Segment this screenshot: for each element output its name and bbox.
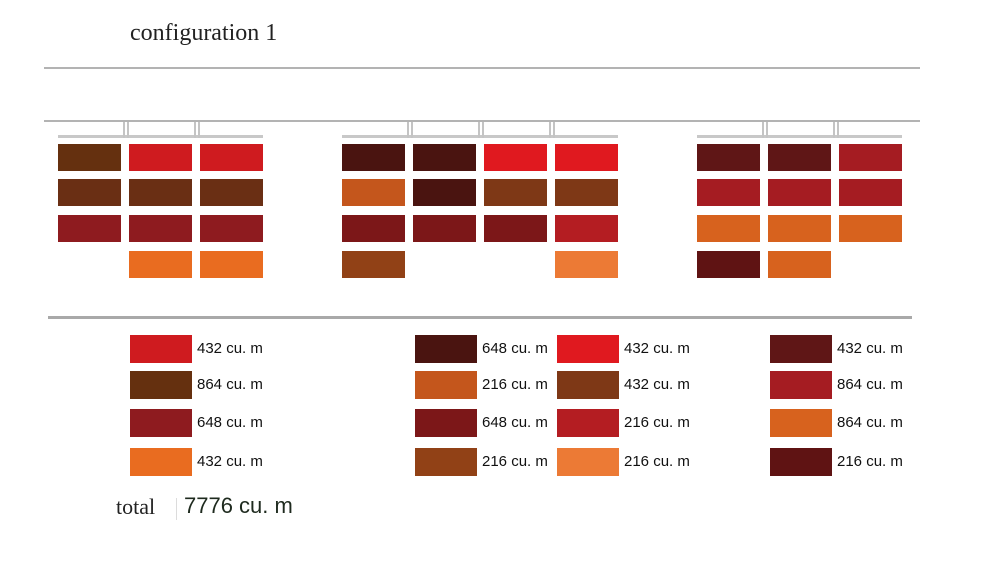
legend-swatch (557, 409, 619, 437)
legend-swatch (557, 371, 619, 399)
storage-block (768, 251, 831, 278)
storage-block (768, 144, 831, 171)
rack-post (478, 122, 484, 138)
storage-block (839, 144, 902, 171)
legend-label: 648 cu. m (197, 414, 263, 431)
legend-swatch (770, 335, 832, 363)
legend-label: 216 cu. m (837, 453, 903, 470)
storage-block (129, 251, 192, 278)
legend-swatch (130, 448, 192, 476)
storage-block (839, 179, 902, 206)
storage-block (555, 251, 618, 278)
rack-post (194, 122, 200, 138)
legend-swatch (130, 409, 192, 437)
page-title: configuration 1 (130, 20, 278, 46)
storage-block (342, 215, 405, 242)
storage-block (58, 144, 121, 171)
top-divider (44, 67, 920, 69)
legend-swatch (415, 371, 477, 399)
legend-label: 648 cu. m (482, 414, 548, 431)
legend-label: 432 cu. m (197, 340, 263, 357)
legend-label: 216 cu. m (482, 376, 548, 393)
legend-label: 216 cu. m (482, 453, 548, 470)
legend-swatch (770, 409, 832, 437)
floor-line (48, 316, 912, 319)
rack-post (762, 122, 768, 138)
rack-post (833, 122, 839, 138)
legend-swatch (770, 371, 832, 399)
storage-block (484, 179, 547, 206)
legend-label: 216 cu. m (624, 453, 690, 470)
storage-block (697, 215, 760, 242)
storage-block (200, 251, 263, 278)
storage-block (200, 215, 263, 242)
storage-block (484, 215, 547, 242)
legend-swatch (130, 371, 192, 399)
storage-block (58, 215, 121, 242)
storage-block (555, 179, 618, 206)
storage-block (200, 179, 263, 206)
storage-block (697, 144, 760, 171)
storage-block (342, 251, 405, 278)
storage-block (768, 179, 831, 206)
legend-label: 864 cu. m (837, 414, 903, 431)
storage-block (484, 144, 547, 171)
storage-block (839, 215, 902, 242)
legend-label: 432 cu. m (624, 376, 690, 393)
rack-rail (697, 135, 902, 138)
legend-label: 216 cu. m (624, 414, 690, 431)
storage-block (697, 251, 760, 278)
legend-label: 864 cu. m (197, 376, 263, 393)
storage-block (342, 179, 405, 206)
storage-block (768, 215, 831, 242)
storage-block (413, 215, 476, 242)
storage-block (129, 179, 192, 206)
legend-swatch (415, 335, 477, 363)
storage-block (129, 144, 192, 171)
rack-post (123, 122, 129, 138)
storage-block (555, 144, 618, 171)
rack-post (407, 122, 413, 138)
storage-block (129, 215, 192, 242)
legend-label: 432 cu. m (837, 340, 903, 357)
legend-label: 432 cu. m (197, 453, 263, 470)
total-value: 7776 cu. m (184, 493, 293, 518)
ceiling-line (44, 120, 920, 122)
legend-label: 432 cu. m (624, 340, 690, 357)
legend-swatch (770, 448, 832, 476)
legend-swatch (130, 335, 192, 363)
rack-post (549, 122, 555, 138)
storage-block (555, 215, 618, 242)
legend-swatch (557, 335, 619, 363)
rack-rail (58, 135, 263, 138)
legend-swatch (415, 448, 477, 476)
legend-swatch (415, 409, 477, 437)
total-label: total (116, 494, 156, 519)
storage-block (413, 144, 476, 171)
storage-block (697, 179, 760, 206)
storage-block (58, 179, 121, 206)
legend-label: 648 cu. m (482, 340, 548, 357)
rack-rail (342, 135, 618, 138)
legend-swatch (557, 448, 619, 476)
legend-label: 864 cu. m (837, 376, 903, 393)
storage-block (413, 179, 476, 206)
total-separator (176, 498, 177, 520)
storage-block (342, 144, 405, 171)
storage-block (200, 144, 263, 171)
